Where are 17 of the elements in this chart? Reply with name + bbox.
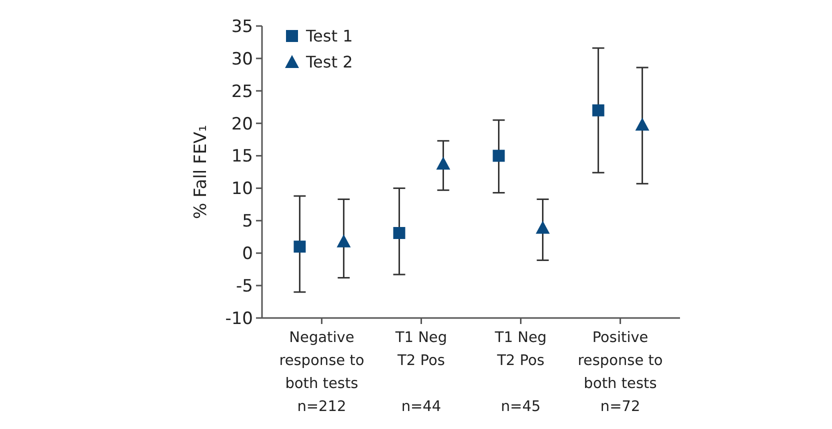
y-tick-label: 20 xyxy=(231,114,253,134)
y-tick-label: 25 xyxy=(231,82,253,102)
category-label: T1 Neg T2 Pos n=44 xyxy=(395,330,448,415)
y-tick-label: 10 xyxy=(231,179,253,200)
y-tick-label: 0 xyxy=(242,244,253,264)
y-tick-label: 5 xyxy=(242,212,253,232)
y-tick-label: 15 xyxy=(231,146,253,167)
legend-label: Test 2 xyxy=(305,52,353,72)
y-tick-label: -5 xyxy=(236,276,253,297)
y-tick-label: 30 xyxy=(231,49,253,70)
x-tick-label: Positive response to both tests n=72 xyxy=(578,330,663,415)
x-tick-label: Negative response to both tests n=212 xyxy=(279,330,364,415)
legend-label: Test 1 xyxy=(305,26,353,46)
y-axis-title: % Fall FEV₁ xyxy=(191,124,211,220)
category-label: T1 Neg T2 Pos n=45 xyxy=(494,330,547,415)
y-tick-label: 35 xyxy=(231,16,253,37)
y-tick-label: -10 xyxy=(225,308,253,329)
